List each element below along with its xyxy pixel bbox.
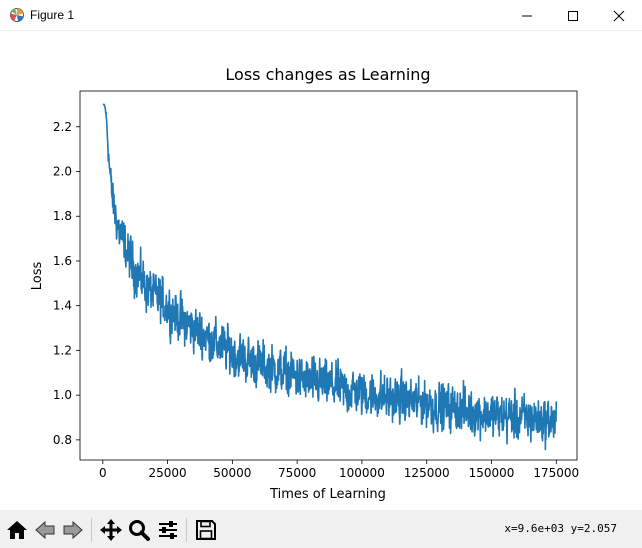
close-button[interactable] (596, 0, 642, 31)
toolbar-separator (91, 518, 92, 542)
y-axis-label: Loss (30, 262, 45, 291)
figure-canvas[interactable]: Loss changes as Learning 0 25000 50000 7500… (0, 31, 642, 510)
move-icon (99, 518, 123, 542)
x-axis-label: Times of Learning (269, 487, 386, 502)
forward-arrow-icon (61, 518, 85, 542)
chart-title: Loss changes as Learning (225, 65, 430, 84)
y-tick-label: 1.4 (53, 299, 72, 313)
y-tick-label: 2.2 (53, 120, 72, 134)
x-tick-label: 50000 (213, 466, 251, 480)
y-tick-label: 1.0 (53, 388, 72, 402)
x-tick-label: 175000 (533, 466, 579, 480)
navigation-toolbar: x=9.6e+03 y=2.057 (0, 510, 642, 548)
y-tick-label: 2.0 (53, 165, 72, 179)
y-tick-label: 1.8 (53, 209, 72, 223)
x-tick-label: 25000 (148, 466, 186, 480)
magnifier-icon (127, 518, 151, 542)
plot-area (80, 91, 577, 460)
x-tick-label: 150000 (469, 466, 515, 480)
close-icon (613, 10, 625, 22)
pan-button[interactable] (98, 517, 124, 543)
y-axis: 0.8 1.0 1.2 1.4 1.6 1.8 2.0 2.2 (53, 120, 80, 447)
x-tick-label: 125000 (404, 466, 450, 480)
back-button[interactable] (32, 517, 58, 543)
minimize-icon (521, 10, 533, 22)
x-axis: 0 25000 50000 75000 100000 125000 150000 175000 (99, 460, 579, 480)
forward-button[interactable] (60, 517, 86, 543)
configure-subplots-button[interactable] (155, 517, 181, 543)
back-arrow-icon (33, 518, 57, 542)
maximize-icon (567, 10, 579, 22)
save-button[interactable] (193, 517, 219, 543)
maximize-button[interactable] (550, 0, 596, 31)
line-chart: Loss changes as Learning 0 25000 50000 7500… (0, 31, 642, 510)
window-title: Figure 1 (30, 8, 74, 22)
window-titlebar: Figure 1 (0, 0, 642, 31)
zoom-button[interactable] (126, 517, 152, 543)
y-tick-label: 1.6 (53, 254, 72, 268)
x-tick-label: 0 (99, 466, 107, 480)
home-button[interactable] (4, 517, 30, 543)
x-tick-label: 100000 (339, 466, 385, 480)
home-icon (5, 518, 29, 542)
sliders-icon (156, 518, 180, 542)
minimize-button[interactable] (504, 0, 550, 31)
loss-series-line (103, 104, 556, 449)
cursor-coordinates: x=9.6e+03 y=2.057 (504, 522, 617, 535)
y-tick-label: 1.2 (53, 343, 72, 357)
toolbar-separator (186, 518, 187, 542)
y-tick-label: 0.8 (53, 433, 72, 447)
floppy-disk-icon (194, 518, 218, 542)
matplotlib-figure-icon (9, 7, 25, 23)
x-tick-label: 75000 (278, 466, 316, 480)
